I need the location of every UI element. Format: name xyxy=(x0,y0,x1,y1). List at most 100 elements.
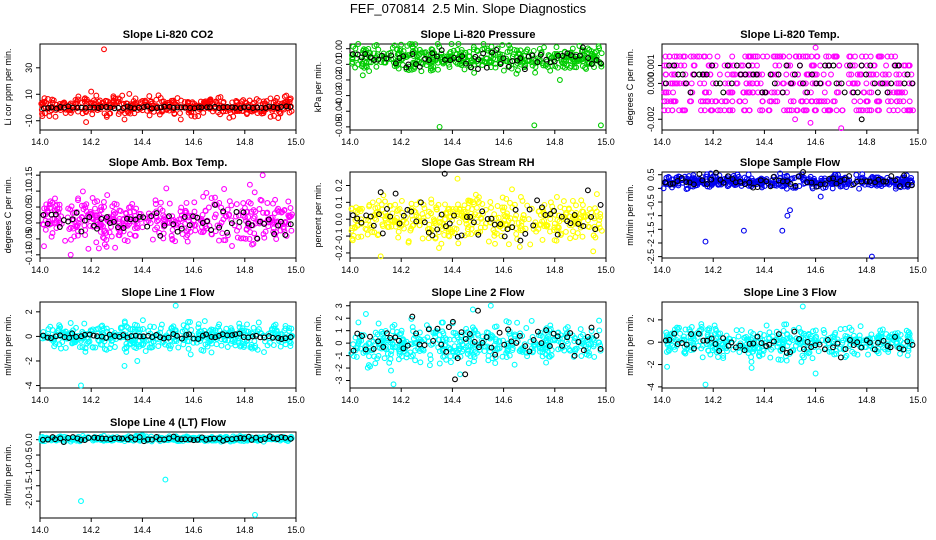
data-point xyxy=(530,55,537,62)
data-point xyxy=(718,98,725,105)
data-point xyxy=(489,49,496,56)
data-point xyxy=(809,355,816,362)
data-point xyxy=(807,89,814,96)
data-point xyxy=(812,107,819,114)
plot-frame xyxy=(661,43,919,131)
data-point xyxy=(224,344,231,350)
x-tick-label: 14.0 xyxy=(653,265,671,275)
data-point xyxy=(81,320,88,327)
data-point xyxy=(767,354,774,361)
data-point xyxy=(198,104,205,111)
data-point xyxy=(148,213,155,220)
data-point xyxy=(166,213,172,220)
data-point xyxy=(91,97,97,104)
data-point xyxy=(487,199,494,205)
data-point xyxy=(254,104,261,111)
data-point xyxy=(378,52,385,59)
data-point xyxy=(700,53,707,60)
data-point xyxy=(485,238,492,245)
data-point xyxy=(593,332,600,339)
data-point xyxy=(436,360,443,367)
data-point xyxy=(85,245,92,252)
y-tick-label: 2 xyxy=(24,309,34,314)
data-point xyxy=(366,353,372,360)
data-point xyxy=(746,71,753,78)
data-point xyxy=(487,302,494,309)
data-point xyxy=(537,51,544,58)
data-point xyxy=(146,112,153,119)
data-point xyxy=(884,53,891,60)
data-point xyxy=(75,228,81,235)
y-tick-label: -2 xyxy=(646,239,656,247)
data-point xyxy=(469,306,476,313)
data-point xyxy=(229,243,235,249)
data-point xyxy=(121,116,128,123)
data-point xyxy=(90,100,97,107)
data-point xyxy=(434,53,440,60)
data-point xyxy=(856,107,862,114)
data-point xyxy=(182,207,189,214)
data-point xyxy=(48,233,55,240)
data-point xyxy=(163,185,170,192)
data-point xyxy=(65,205,72,212)
data-point xyxy=(457,61,463,68)
data-point xyxy=(205,204,212,211)
data-point xyxy=(136,213,143,220)
data-point xyxy=(835,80,842,87)
series-2-5-min xyxy=(349,44,604,73)
data-point xyxy=(186,222,193,229)
y-tick-label: 0 xyxy=(646,186,656,191)
data-point xyxy=(742,71,749,78)
data-point xyxy=(221,186,228,192)
data-point xyxy=(906,62,913,69)
data-point xyxy=(817,62,824,69)
data-point xyxy=(222,237,229,244)
data-point xyxy=(219,230,226,237)
data-point xyxy=(774,53,781,60)
data-point xyxy=(375,56,382,63)
data-point xyxy=(763,322,770,329)
data-point xyxy=(696,71,703,78)
data-point xyxy=(146,93,153,100)
data-point xyxy=(729,98,736,105)
data-point xyxy=(277,218,284,225)
data-point xyxy=(578,353,585,359)
data-point xyxy=(868,107,875,114)
data-point xyxy=(203,104,210,111)
data-point xyxy=(543,359,550,366)
data-point xyxy=(596,327,603,334)
data-point xyxy=(154,224,161,231)
data-point xyxy=(166,107,173,114)
data-point xyxy=(459,53,466,60)
data-point xyxy=(663,62,670,69)
data-point xyxy=(177,116,184,123)
x-tick-label: 14.4 xyxy=(134,137,152,147)
data-point xyxy=(223,213,230,220)
y-tick-label: -0.05 xyxy=(24,229,34,250)
data-point xyxy=(134,358,141,364)
data-point xyxy=(89,195,96,201)
data-point xyxy=(395,228,402,235)
data-point xyxy=(577,326,584,333)
data-point xyxy=(217,94,224,101)
data-point xyxy=(802,89,809,96)
data-point xyxy=(228,217,235,224)
y-tick-label: -0.5 xyxy=(24,447,34,463)
data-point xyxy=(756,71,762,78)
data-point xyxy=(747,53,754,60)
data-point xyxy=(367,333,373,340)
data-point xyxy=(245,199,252,206)
data-point xyxy=(671,62,678,69)
data-point xyxy=(870,62,877,69)
data-point xyxy=(681,62,688,69)
data-point xyxy=(115,95,122,102)
data-point xyxy=(375,197,382,204)
data-point xyxy=(727,107,734,114)
plot-frame xyxy=(39,431,297,519)
data-point xyxy=(813,98,820,105)
data-point xyxy=(183,199,190,206)
data-point xyxy=(435,66,441,73)
data-point xyxy=(513,231,520,237)
data-point xyxy=(664,98,671,105)
data-point xyxy=(706,53,713,60)
